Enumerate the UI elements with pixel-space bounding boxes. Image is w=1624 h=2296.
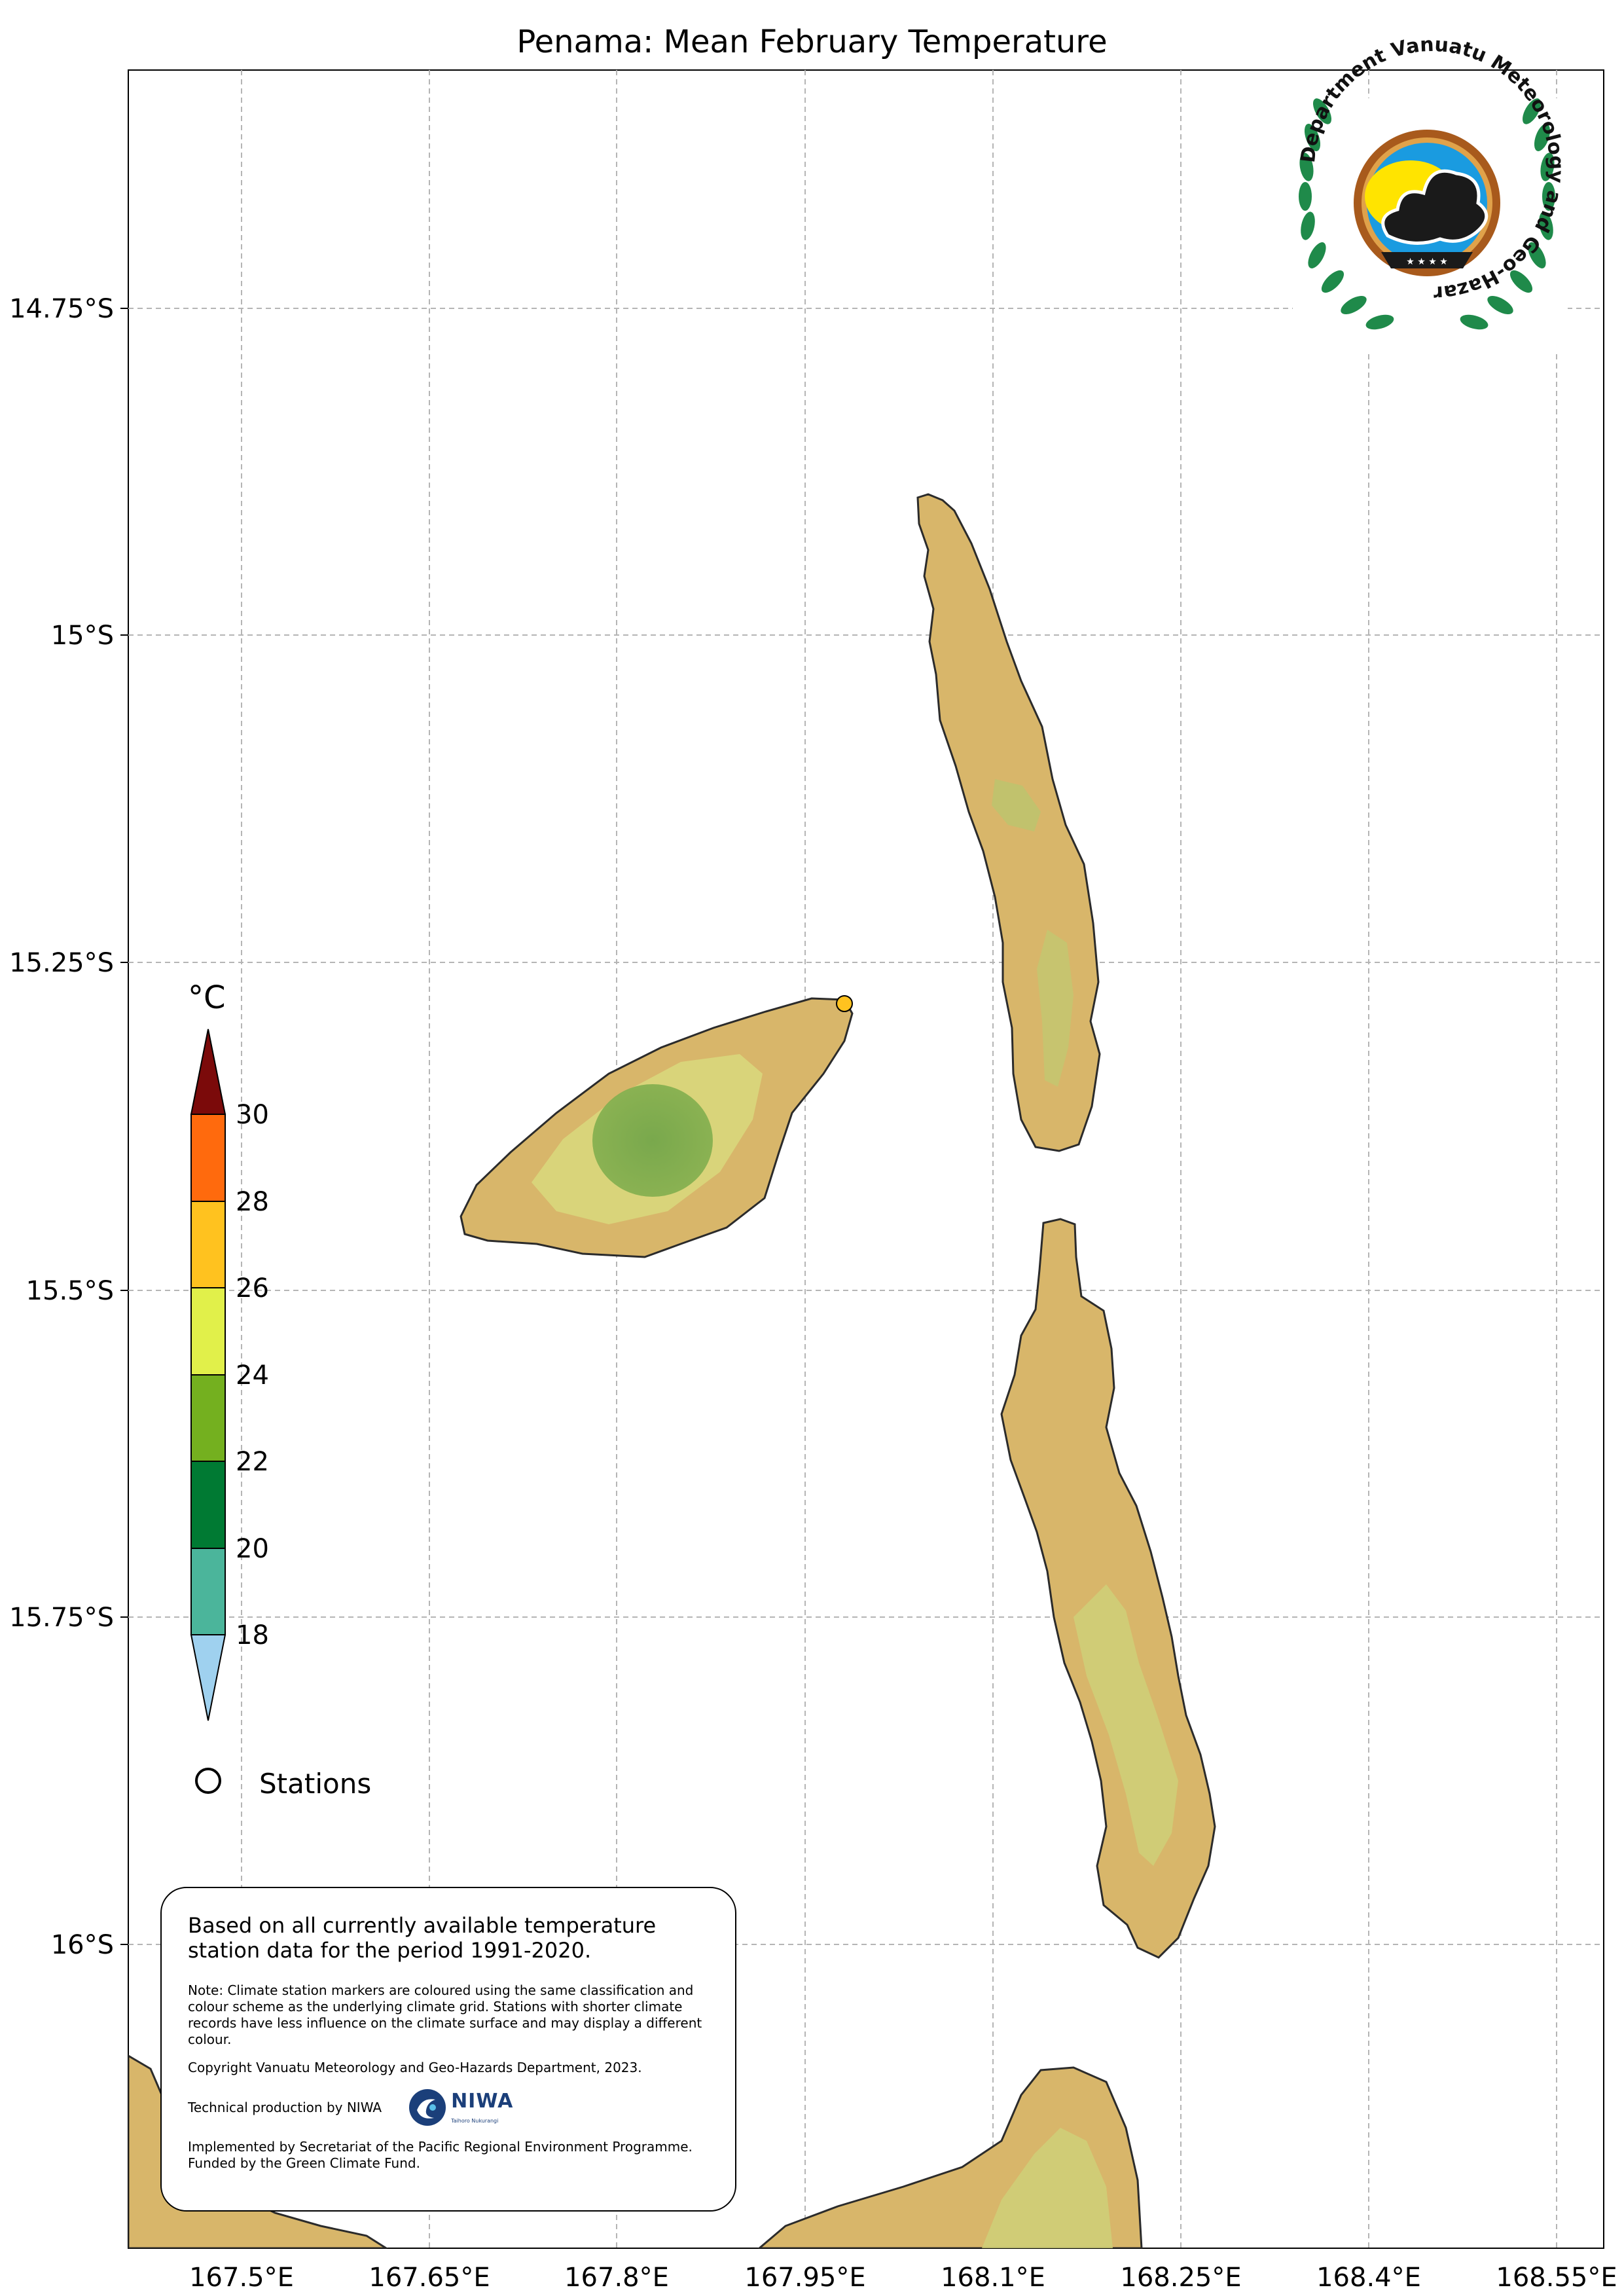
niwa-logo-tagline: Taihoro Nukurangi [451, 2118, 499, 2124]
info-note-text: Note: Climate station markers are colour… [188, 1982, 702, 2047]
map-frame [128, 69, 1604, 2249]
lon-tick-label: 167.8°E [564, 2263, 669, 2293]
lat-tick-label: 16°S [51, 1930, 114, 1960]
colorbar: 30 28 26 24 22 20 18 [190, 1029, 269, 1721]
stations-legend-marker [195, 1768, 221, 1794]
colorbar-bin [190, 1114, 226, 1202]
colorbar-tick-label: 28 [236, 1187, 269, 1217]
colorbar-bin [190, 1287, 226, 1376]
svg-text:★ ★ ★ ★: ★ ★ ★ ★ [1406, 257, 1448, 267]
lat-ticks [120, 308, 128, 1945]
lat-tick-label: 15.75°S [9, 1603, 114, 1633]
lat-tick-label: 15.25°S [9, 948, 114, 978]
lon-tick-label: 168.1°E [941, 2263, 1045, 2293]
colorbar-tick-label: 18 [236, 1620, 269, 1650]
pentecost-zone-24 [1074, 1584, 1178, 1866]
colorbar-bin [190, 1374, 226, 1462]
info-implemented-text: Implemented by Secretariat of the Pacifi… [188, 2139, 693, 2171]
stations-legend-label: Stations [259, 1768, 372, 1800]
map-title: Penama: Mean February Temperature [516, 24, 1108, 60]
colorbar-tick-label: 26 [236, 1273, 269, 1303]
lon-tick-label: 168.25°E [1120, 2263, 1241, 2293]
info-technical-text: Technical production by NIWA [188, 2099, 382, 2115]
logo-cloud [1381, 169, 1489, 245]
lat-tick-label: 15°S [51, 621, 114, 651]
colorbar-bin [190, 1201, 226, 1288]
maewo-highland-south [1037, 930, 1074, 1087]
station-marker[interactable] [836, 995, 853, 1012]
islands-layer [128, 493, 1216, 2248]
maewo-highland [992, 779, 1041, 831]
niwa-logo: NIWA Taihoro Nukurangi [408, 2088, 513, 2127]
colorbar-unit-label: °C [188, 979, 226, 1016]
colorbar-bin [190, 1548, 226, 1635]
lon-tick-label: 168.4°E [1316, 2263, 1421, 2293]
info-main-text: Based on all currently available tempera… [188, 1913, 657, 1963]
ambae-peak-zone [592, 1084, 713, 1197]
niwa-logo-text: NIWA [451, 2090, 514, 2113]
lon-tick-label: 167.95°E [744, 2263, 865, 2293]
colorbar-tick-label: 22 [236, 1447, 269, 1477]
info-box: Based on all currently available tempera… [160, 1887, 736, 2212]
lon-tick-label: 167.65°E [369, 2263, 490, 2293]
lon-tick-label: 167.5°E [189, 2263, 294, 2293]
colorbar-bottom-triangle [190, 1634, 226, 1721]
technical-row: Technical production by NIWA NIWA Taihor… [188, 2088, 709, 2127]
laurel-wreath [1299, 98, 1555, 330]
lat-tick-labels: 14.75°S 15°S 15.25°S 15.5°S 15.75°S 16°S [9, 294, 114, 1960]
colorbar-tick-label: 24 [236, 1360, 269, 1391]
colorbar-tick-label: 30 [236, 1100, 269, 1130]
lat-tick-label: 15.5°S [26, 1276, 114, 1306]
colorbar-bin [190, 1461, 226, 1549]
niwa-emblem-icon [409, 2089, 446, 2126]
colorbar-tick-label: 20 [236, 1534, 269, 1564]
lon-tick-labels: 167.5°E 167.65°E 167.8°E 167.95°E 168.1°… [189, 2263, 1617, 2293]
lon-tick-label: 168.55°E [1496, 2263, 1617, 2293]
info-copyright-text: Copyright Vanuatu Meteorology and Geo-Ha… [188, 2060, 642, 2075]
southern-zone-24 [982, 2128, 1113, 2248]
lat-tick-label: 14.75°S [9, 294, 114, 324]
